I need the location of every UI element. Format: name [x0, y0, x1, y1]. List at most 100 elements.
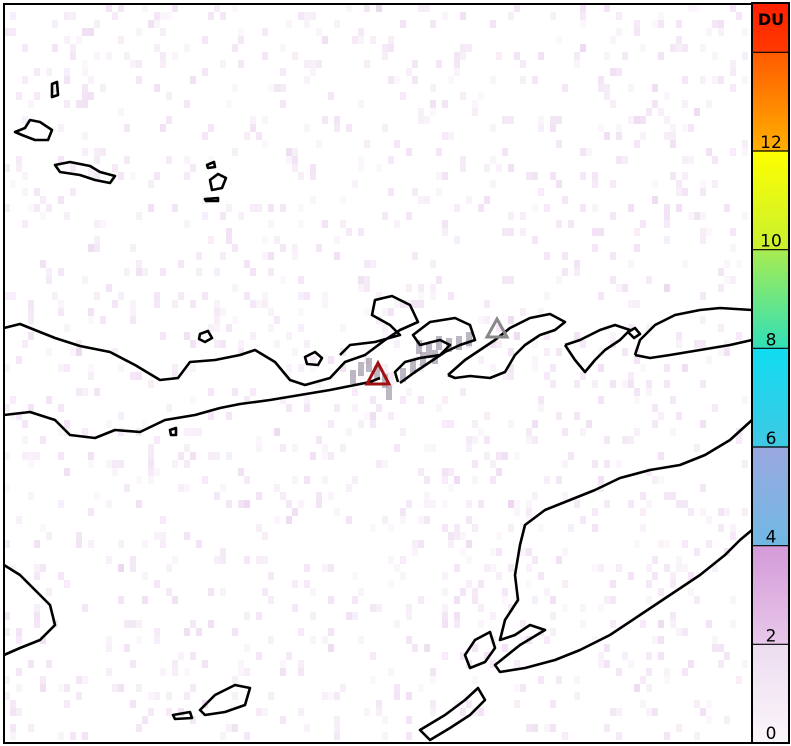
so2-pixel: [16, 92, 22, 100]
so2-pixel: [238, 348, 244, 356]
so2-pixel: [28, 724, 34, 732]
so2-pixel: [52, 44, 58, 52]
so2-pixel: [664, 492, 670, 500]
so2-pixel: [370, 396, 376, 404]
so2-pixel: [388, 380, 394, 388]
so2-pixel: [106, 556, 112, 564]
so2-pixel: [646, 684, 652, 692]
so2-pixel: [232, 4, 238, 12]
so2-pixel: [172, 364, 178, 372]
so2-pixel: [706, 100, 712, 108]
so2-pixel: [460, 388, 466, 396]
so2-pixel: [598, 124, 604, 132]
so2-pixel: [448, 540, 454, 548]
so2-pixel: [622, 380, 628, 388]
so2-pixel: [592, 172, 598, 180]
so2-pixel: [34, 204, 40, 212]
so2-pixel: [442, 604, 448, 612]
so2-pixel: [382, 308, 388, 316]
so2-pixel: [148, 692, 154, 700]
so2-pixel: [340, 324, 346, 332]
so2-pixel: [400, 20, 406, 28]
so2-pixel: [286, 148, 292, 156]
so2-pixel: [172, 596, 178, 604]
so2-pixel: [220, 588, 226, 596]
so2-pixel: [22, 188, 28, 196]
so2-pixel: [262, 300, 268, 308]
so2-pixel: [322, 116, 328, 124]
so2-pixel: [10, 732, 16, 740]
so2-pixel: [652, 196, 658, 204]
so2-pixel: [526, 172, 532, 180]
so2-pixel: [436, 172, 442, 180]
so2-pixel: [142, 268, 148, 276]
so2-pixel: [418, 396, 424, 404]
so2-pixel: [352, 36, 358, 44]
so2-pixel: [478, 580, 484, 588]
so2-pixel: [352, 612, 358, 620]
so2-pixel: [10, 412, 16, 420]
so2-pixel: [442, 468, 448, 476]
so2-pixel: [202, 476, 208, 484]
so2-pixel: [286, 148, 292, 156]
so2-pixel: [634, 116, 640, 124]
so2-pixel: [268, 692, 274, 700]
so2-pixel: [340, 364, 346, 372]
so2-pixel: [592, 244, 598, 252]
volcano-triangle-icon[interactable]: [364, 359, 392, 386]
so2-pixel: [142, 540, 148, 548]
so2-pixel: [622, 348, 628, 356]
so2-pixel: [400, 300, 406, 308]
colorbar-tick-label: 10: [760, 232, 782, 252]
so2-pixel: [508, 276, 514, 284]
so2-pixel: [100, 84, 106, 92]
so2-pixel: [334, 508, 340, 516]
so2-pixel: [214, 4, 220, 12]
so2-pixel: [274, 236, 280, 244]
so2-pixel: [604, 132, 610, 140]
so2-pixel: [670, 140, 676, 148]
so2-pixel: [10, 12, 16, 20]
so2-pixel: [376, 164, 382, 172]
so2-pixel: [742, 76, 748, 84]
so2-pixel: [580, 428, 586, 436]
so2-pixel: [58, 452, 64, 460]
so2-pixel: [88, 452, 94, 460]
so2-pixel: [214, 340, 220, 348]
so2-pixel: [16, 708, 22, 716]
so2-pixel: [400, 572, 406, 580]
so2-pixel: [274, 428, 280, 436]
so2-pixel: [532, 492, 538, 500]
so2-pixel: [118, 4, 124, 12]
so2-pixel: [154, 628, 160, 636]
so2-pixel: [418, 196, 424, 204]
so2-pixel: [250, 124, 256, 132]
so2-pixel: [544, 252, 550, 260]
so2-pixel: [580, 12, 586, 20]
so2-pixel: [424, 476, 430, 484]
so2-pixel: [232, 388, 238, 396]
so2-pixel: [280, 204, 286, 212]
so2-pixel: [322, 292, 328, 300]
so2-pixel: [652, 84, 658, 92]
so2-pixel: [610, 68, 616, 76]
so2-pixel: [616, 12, 622, 20]
so2-pixel: [232, 692, 238, 700]
so2-pixel: [550, 596, 556, 604]
so2-pixel: [388, 556, 394, 564]
so2-pixel: [220, 548, 226, 556]
so2-pixel: [82, 84, 88, 92]
so2-pixel: [76, 36, 82, 44]
so2-pixel: [508, 604, 514, 612]
so2-pixel: [664, 212, 670, 220]
so2-pixel: [742, 52, 748, 60]
so2-pixel: [556, 476, 562, 484]
so2-pixel: [250, 204, 256, 212]
so2-pixel: [640, 116, 646, 124]
volcano-triangle-secondary-icon[interactable]: [484, 315, 510, 339]
so2-pixel: [514, 684, 520, 692]
so2-pixel: [616, 68, 622, 76]
so2-pixel: [310, 12, 316, 20]
colorbar-band: [752, 249, 789, 349]
so2-pixel: [652, 84, 658, 92]
